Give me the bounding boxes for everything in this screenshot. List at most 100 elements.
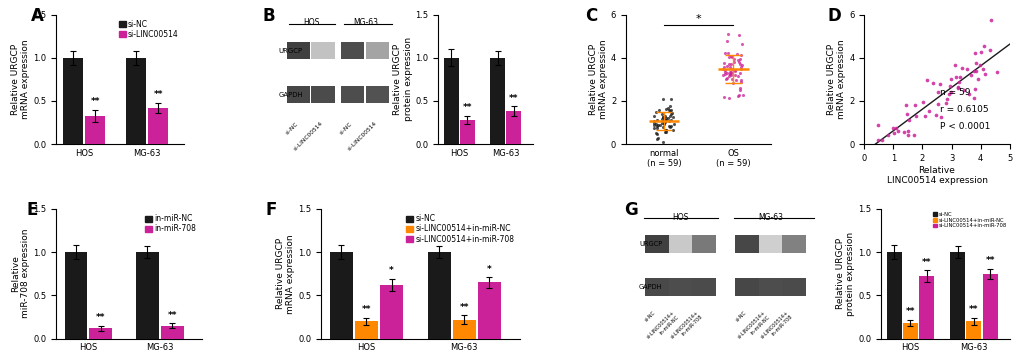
Point: [726, 72, 742, 78]
Point: [662, 96, 679, 102]
Bar: [758, 235, 782, 253]
Point: [928, 101, 945, 107]
Point: [719, 31, 736, 37]
Point: [721, 64, 738, 70]
Point: [732, 87, 748, 93]
Bar: [692, 278, 715, 296]
Point: [969, 76, 985, 82]
Point: [660, 118, 677, 123]
Point: [662, 123, 679, 129]
Point: [656, 129, 673, 135]
Point: [653, 111, 669, 116]
Bar: [126, 58, 146, 144]
Point: [657, 127, 674, 133]
Point: [718, 63, 735, 68]
Y-axis label: Relative URGCP
mRNA expression: Relative URGCP mRNA expression: [826, 40, 846, 119]
Point: [662, 111, 679, 117]
Point: [655, 120, 672, 126]
Y-axis label: Relative URGCP
mRNA expression: Relative URGCP mRNA expression: [588, 40, 607, 119]
Point: [722, 76, 739, 82]
Point: [930, 81, 947, 87]
Point: [958, 67, 974, 72]
Bar: [460, 120, 474, 144]
Text: GAPDH: GAPDH: [278, 92, 303, 98]
Point: [715, 64, 732, 70]
Point: [886, 130, 902, 136]
Point: [879, 132, 896, 138]
Bar: [965, 321, 980, 339]
Point: [906, 102, 922, 108]
Point: [943, 89, 959, 95]
Y-axis label: Relative URGCP
mRNA expression: Relative URGCP mRNA expression: [276, 234, 296, 313]
Point: [720, 69, 737, 75]
Y-axis label: Relative URGCP
protein expression: Relative URGCP protein expression: [393, 37, 413, 122]
Bar: [63, 58, 84, 144]
Point: [645, 118, 661, 124]
Point: [716, 67, 733, 73]
Text: **: **: [96, 313, 105, 322]
Point: [950, 79, 966, 84]
Point: [716, 76, 733, 82]
Bar: [452, 320, 476, 339]
Bar: [918, 276, 933, 339]
Text: *: *: [388, 266, 393, 276]
Point: [660, 107, 677, 113]
Point: [657, 129, 674, 135]
Point: [654, 139, 671, 145]
X-axis label: Relative
LINC00514 expression: Relative LINC00514 expression: [886, 166, 986, 185]
Point: [714, 72, 731, 78]
Bar: [161, 325, 183, 339]
Bar: [886, 252, 901, 339]
Bar: [311, 43, 334, 59]
Legend: si-NC, si-LINC00514: si-NC, si-LINC00514: [117, 18, 180, 40]
Text: **: **: [91, 97, 100, 106]
Point: [657, 115, 674, 121]
Point: [936, 100, 953, 106]
Point: [721, 70, 738, 76]
Point: [662, 117, 679, 123]
Text: URGCP: URGCP: [638, 241, 661, 247]
Text: **: **: [153, 90, 163, 99]
Point: [719, 50, 736, 56]
Point: [654, 114, 671, 120]
Text: *: *: [487, 265, 491, 274]
Point: [664, 127, 681, 132]
Point: [722, 69, 739, 75]
Point: [960, 91, 976, 97]
Bar: [735, 235, 758, 253]
Text: D: D: [827, 7, 841, 25]
Text: **: **: [361, 305, 371, 314]
Point: [664, 114, 681, 119]
Point: [726, 68, 742, 74]
Point: [648, 123, 664, 129]
Point: [965, 95, 981, 101]
Bar: [355, 321, 377, 339]
Point: [920, 108, 936, 114]
Point: [965, 68, 981, 74]
Bar: [427, 252, 450, 339]
Text: **: **: [460, 303, 469, 312]
Text: si-LINC00514: si-LINC00514: [346, 121, 378, 152]
Bar: [340, 87, 364, 103]
Point: [661, 124, 678, 130]
Text: MG-63: MG-63: [353, 19, 378, 27]
Point: [726, 59, 742, 65]
Point: [661, 103, 678, 109]
Point: [942, 76, 958, 82]
Point: [718, 70, 735, 76]
Bar: [366, 87, 388, 103]
Point: [645, 122, 661, 127]
Text: GAPDH: GAPDH: [638, 284, 661, 290]
Point: [722, 53, 739, 59]
Point: [725, 80, 741, 86]
Y-axis label: Relative URGCP
mRNA expression: Relative URGCP mRNA expression: [11, 40, 31, 119]
Point: [884, 126, 901, 131]
Point: [661, 108, 678, 114]
Point: [905, 132, 921, 138]
Point: [731, 86, 747, 91]
Point: [659, 105, 676, 111]
Point: [726, 67, 742, 72]
Point: [654, 114, 671, 119]
Point: [725, 56, 741, 62]
Text: HOS: HOS: [303, 19, 319, 27]
